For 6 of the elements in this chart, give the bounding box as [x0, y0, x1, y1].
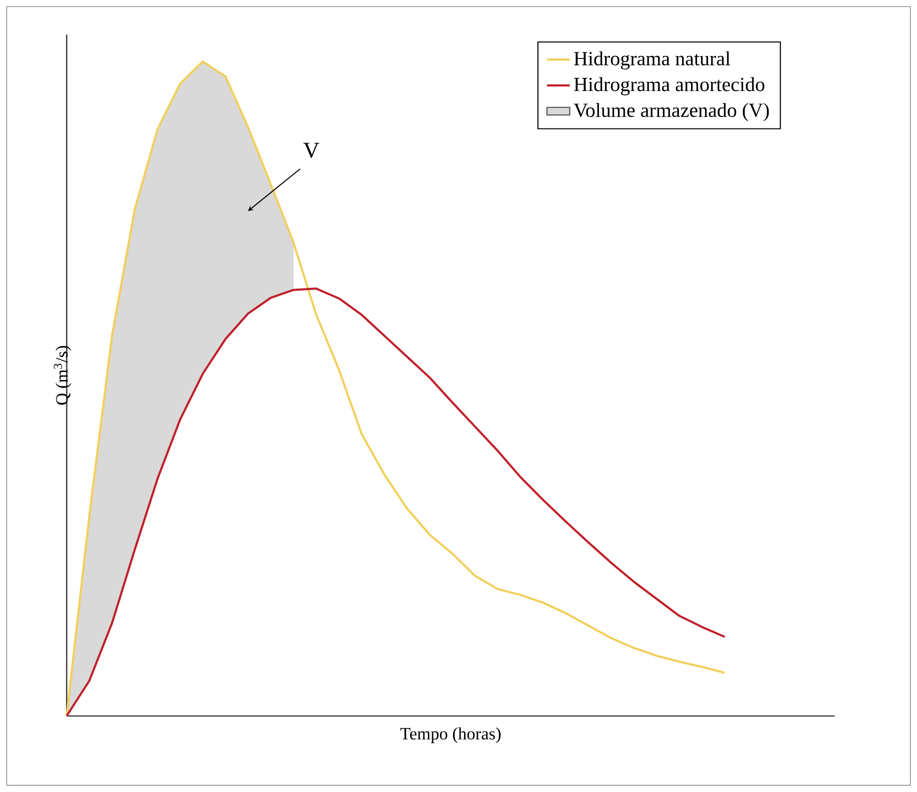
legend-label: Volume armazenado (V): [574, 102, 769, 122]
annotation: V: [303, 142, 320, 158]
legend-label: Hidrograma amortecido: [574, 77, 764, 96]
x-axis-title: Tempo (horas): [400, 727, 501, 744]
y-axis-title: Q (m$^{3}$/s): [54, 346, 72, 405]
legend-label: Hidrograma natural: [574, 51, 730, 70]
